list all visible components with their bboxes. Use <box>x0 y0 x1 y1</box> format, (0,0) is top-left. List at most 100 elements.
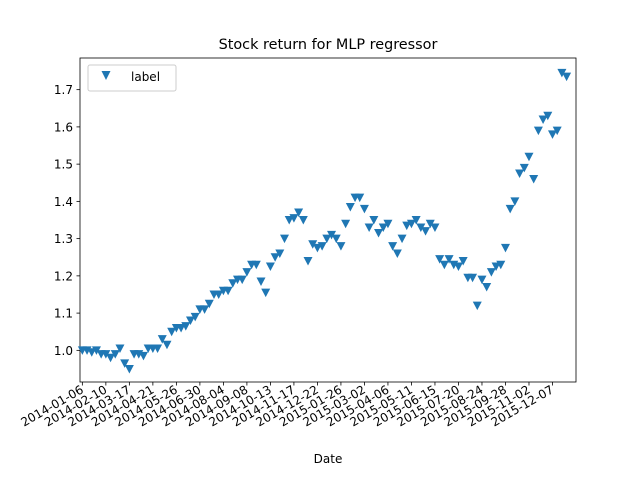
data-point <box>369 216 379 225</box>
data-point <box>275 249 285 259</box>
data-point <box>547 130 557 139</box>
chart-title: Stock return for MLP regressor <box>219 37 438 53</box>
data-point <box>237 275 247 285</box>
data-points <box>77 68 572 374</box>
data-point <box>251 260 261 270</box>
data-point <box>552 126 562 136</box>
y-axis-ticks: 1.0 1.1 1.2 1.3 1.4 1.5 1.6 1.7 <box>54 83 80 358</box>
data-point <box>120 359 130 368</box>
data-point <box>411 216 421 225</box>
data-point <box>294 208 304 218</box>
y-tick-label: 1.6 <box>54 120 73 134</box>
data-point <box>388 242 398 251</box>
data-point <box>383 219 393 229</box>
data-point <box>519 163 529 173</box>
data-point <box>496 260 506 270</box>
data-point <box>322 234 332 244</box>
data-point <box>308 240 318 249</box>
data-point <box>331 234 341 244</box>
y-tick-label: 1.5 <box>54 158 73 172</box>
y-tick-label: 1.3 <box>54 232 73 246</box>
data-point <box>265 262 275 272</box>
data-point <box>91 346 101 355</box>
data-point <box>106 353 116 363</box>
x-axis-label: Date <box>314 452 343 466</box>
plot-area <box>79 57 577 383</box>
data-point <box>468 273 478 283</box>
data-point <box>110 350 120 359</box>
data-point <box>355 193 365 203</box>
data-point <box>430 223 440 232</box>
data-point <box>458 256 468 266</box>
x-axis-ticks: 2014-01-062014-02-102014-03-172014-04-21… <box>18 382 556 429</box>
data-point <box>341 219 351 229</box>
data-point <box>185 316 195 326</box>
data-point <box>190 312 200 322</box>
y-tick-label: 1.2 <box>54 269 73 283</box>
data-point <box>214 290 224 299</box>
data-point <box>524 152 534 162</box>
data-point <box>529 175 539 184</box>
data-point <box>505 204 515 214</box>
data-point <box>270 253 280 262</box>
legend-marker-icon <box>101 71 111 80</box>
data-point <box>242 268 252 277</box>
data-point <box>280 234 290 244</box>
data-point <box>364 223 374 232</box>
data-point <box>124 364 134 374</box>
data-point <box>482 283 492 292</box>
data-point <box>223 286 233 296</box>
data-point <box>138 351 148 361</box>
data-point <box>510 197 520 206</box>
data-point <box>336 242 346 251</box>
data-point <box>406 219 416 229</box>
legend-entry-label: label <box>131 70 160 84</box>
data-point <box>472 301 482 311</box>
data-point <box>167 327 177 337</box>
data-point <box>486 268 496 277</box>
legend: label <box>87 64 177 92</box>
data-point <box>500 243 510 253</box>
data-point <box>176 324 186 333</box>
data-point <box>491 262 501 272</box>
data-point <box>397 234 407 244</box>
data-point <box>261 288 271 298</box>
data-point <box>439 260 449 270</box>
data-point <box>345 202 355 212</box>
y-tick-label: 1.7 <box>54 83 73 97</box>
data-point <box>392 249 402 259</box>
y-tick-label: 1.0 <box>54 344 73 358</box>
data-point <box>533 126 543 136</box>
data-point <box>402 221 412 231</box>
data-point <box>374 229 384 238</box>
data-point <box>115 344 125 353</box>
data-point <box>200 305 210 314</box>
data-point <box>543 111 553 121</box>
data-point <box>538 115 548 124</box>
data-point <box>284 216 294 225</box>
data-point <box>562 72 572 82</box>
data-point <box>435 255 445 264</box>
data-point <box>359 204 369 214</box>
data-point <box>153 344 163 353</box>
y-tick-label: 1.1 <box>54 307 73 321</box>
data-point <box>289 214 299 223</box>
data-point <box>87 348 97 357</box>
data-point <box>378 223 388 232</box>
data-point <box>303 256 313 266</box>
data-point <box>515 169 525 178</box>
data-point <box>444 255 454 264</box>
data-point <box>317 242 327 251</box>
y-tick-label: 1.4 <box>54 195 73 209</box>
data-point <box>256 277 266 286</box>
data-point <box>477 275 487 285</box>
data-point <box>557 68 567 78</box>
data-point <box>228 279 238 288</box>
data-point <box>101 350 111 359</box>
data-point <box>298 216 308 225</box>
data-point <box>181 322 191 331</box>
data-point <box>162 340 172 350</box>
data-point <box>425 219 435 229</box>
data-point <box>421 227 431 236</box>
